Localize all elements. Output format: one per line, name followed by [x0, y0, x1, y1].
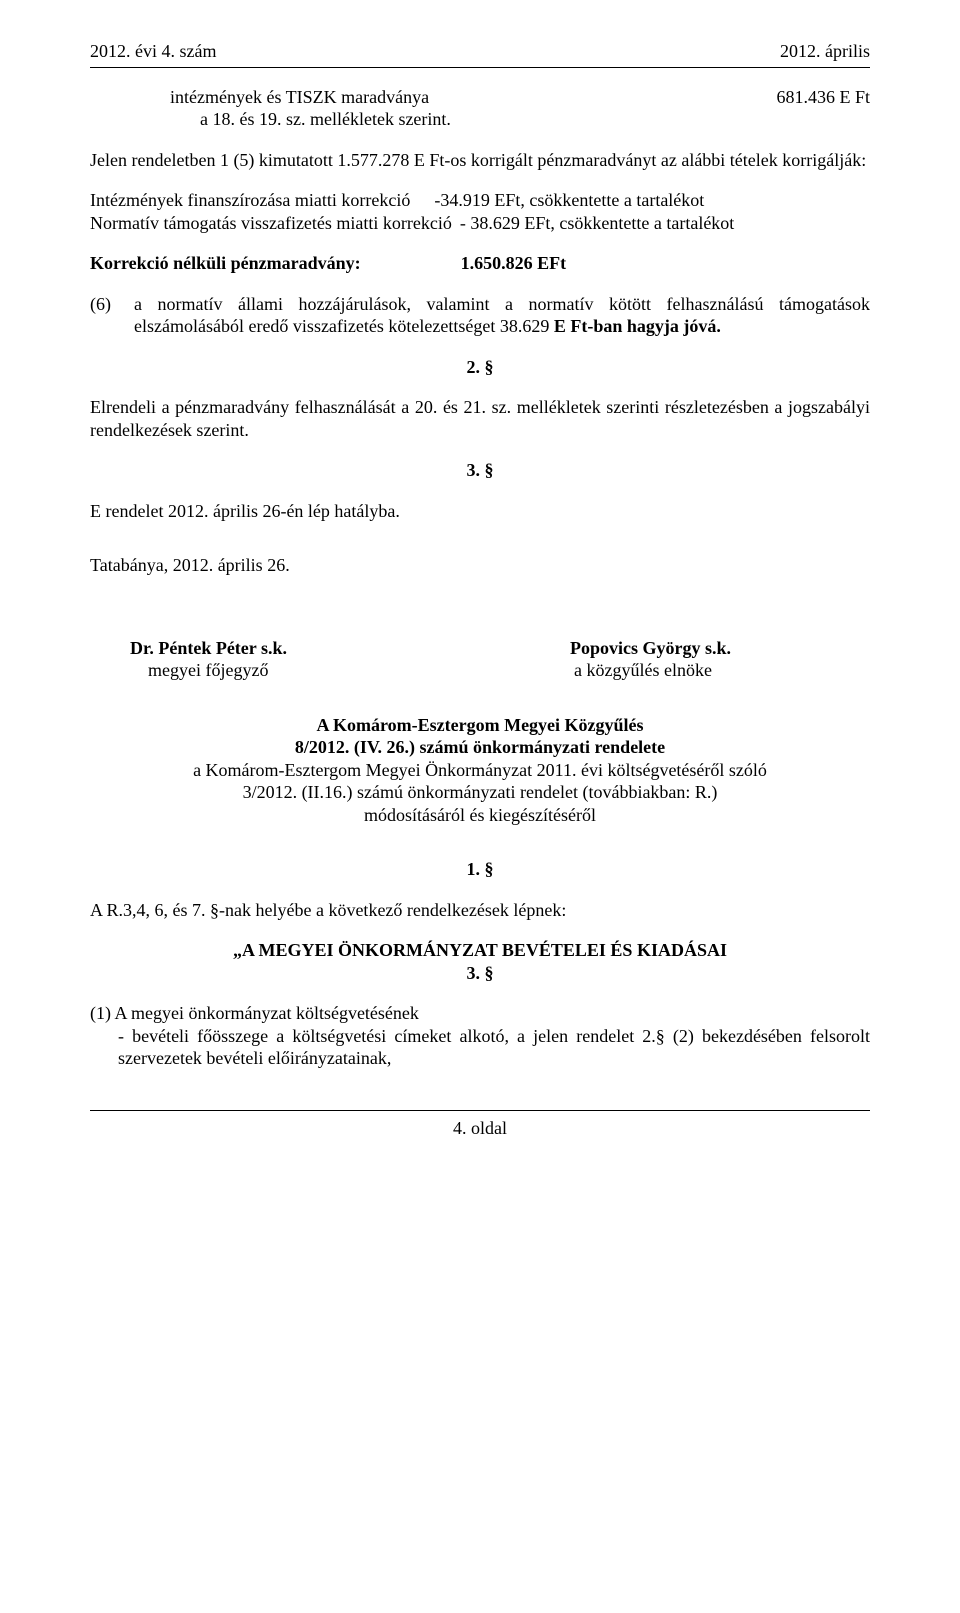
intro-line1-label: intézmények és TISZK maradványa: [170, 86, 429, 109]
decree-line-3: módosításáról és kiegészítéséről: [90, 804, 870, 827]
correction-2-label: Normatív támogatás visszafizetés miatti …: [90, 212, 452, 235]
section-2-text: Elrendeli a pénzmaradvány felhasználását…: [90, 396, 870, 441]
no-corr-value: 1.650.826 EFt: [461, 252, 567, 275]
sign-right-name: Popovics György s.k.: [500, 637, 870, 660]
decree-line-1: a Komárom-Esztergom Megyei Önkormányzat …: [90, 759, 870, 782]
no-corr-label: Korrekció nélküli pénzmaradvány:: [90, 252, 361, 275]
para6-text-pre: a normatív állami hozzájárulások, valami…: [134, 294, 870, 337]
correction-1-value: -34.919 EFt, csökkentette a tartalékot: [434, 189, 704, 212]
header-left: 2012. évi 4. szám: [90, 40, 216, 63]
section-1b-mark: 1. §: [90, 858, 870, 881]
section-3-text: E rendelet 2012. április 26-én lép hatál…: [90, 500, 870, 523]
correction-2-value: - 38.629 EFt, csökkentette a tartalékot: [460, 212, 734, 235]
section-3-mark: 3. §: [90, 459, 870, 482]
quote-title: „A MEGYEI ÖNKORMÁNYZAT BEVÉTELEI ÉS KIAD…: [90, 939, 870, 962]
decree-title-2: 8/2012. (IV. 26.) számú önkormányzati re…: [90, 736, 870, 759]
footer-rule: [90, 1110, 870, 1111]
lead-text: Jelen rendeletben 1 (5) kimutatott 1.577…: [90, 149, 870, 172]
para6-text-bold: E Ft-ban hagyja jóvá.: [554, 316, 721, 336]
decree-line-2: 3/2012. (II.16.) számú önkormányzati ren…: [90, 781, 870, 804]
quote-mark: 3. §: [90, 962, 870, 985]
intro-line2: a 18. és 19. sz. mellékletek szerint.: [200, 109, 451, 129]
intro-line1-value: 681.436 E Ft: [736, 86, 870, 109]
quote-p1-line2: - bevételi főösszege a költségvetési cím…: [90, 1025, 870, 1070]
para6-num: (6): [90, 293, 134, 338]
correction-1-label: Intézmények finanszírozása miatti korrek…: [90, 189, 410, 212]
sign-left-name: Dr. Péntek Péter s.k.: [90, 637, 460, 660]
date-place: Tatabánya, 2012. április 26.: [90, 554, 870, 577]
header-rule: [90, 67, 870, 68]
sign-right-title: a közgyűlés elnöke: [500, 659, 870, 682]
decree-title-1: A Komárom-Esztergom Megyei Közgyűlés: [90, 714, 870, 737]
page-number: 4. oldal: [90, 1117, 870, 1140]
section-1b-text: A R.3,4, 6, és 7. §-nak helyébe a követk…: [90, 899, 870, 922]
section-2-mark: 2. §: [90, 356, 870, 379]
header-right: 2012. április: [780, 40, 870, 63]
sign-left-title: megyei főjegyző: [90, 659, 460, 682]
quote-p1-line1: (1) A megyei önkormányzat költségvetésén…: [90, 1002, 870, 1025]
